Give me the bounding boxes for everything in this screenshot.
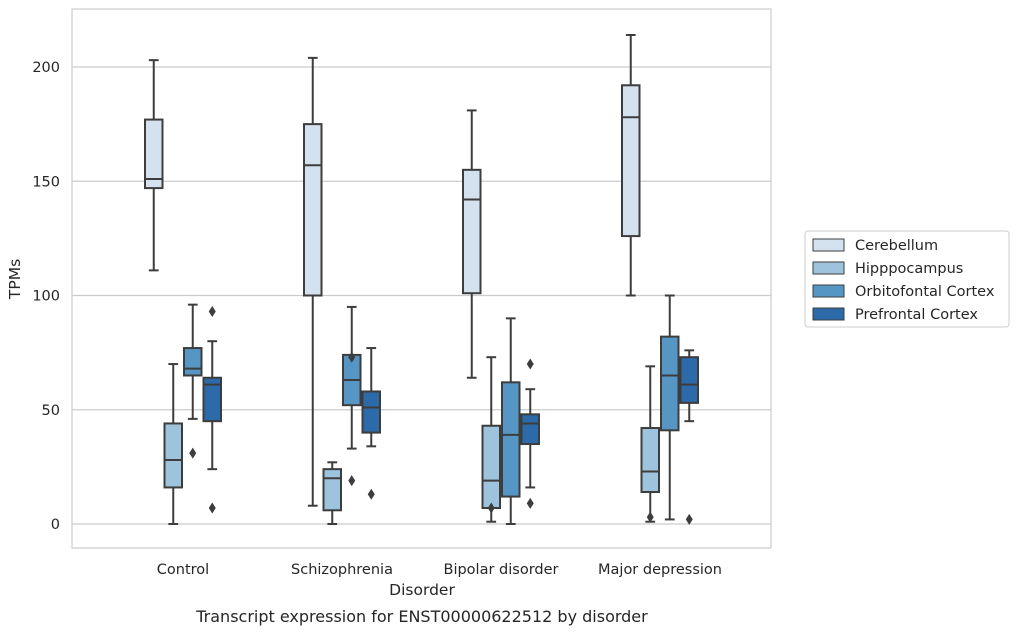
box-3-0 <box>202 305 222 514</box>
y-gridlines <box>72 66 771 525</box>
box-iqr <box>144 118 164 190</box>
legend-swatch <box>812 284 845 298</box>
y-tick-label: 200 <box>32 60 60 76</box>
y-tick-label: 150 <box>32 174 60 190</box>
y-axis-label: TPMs <box>6 259 24 300</box>
outlier-point <box>348 351 356 363</box>
outlier-point <box>189 447 197 459</box>
legend-entry-label: Prefrontal Cortex <box>855 307 978 323</box>
legend-swatch <box>812 238 845 252</box>
outlier-point <box>487 502 495 514</box>
box-2-0 <box>183 303 203 459</box>
box-iqr <box>163 422 183 489</box>
y-tick-label: 50 <box>42 403 60 419</box>
legend-entry-label: Cerebellum <box>855 238 938 254</box>
box-1-0 <box>163 363 183 525</box>
outlier-point <box>685 513 693 525</box>
x-tick-label: Major depression <box>598 562 722 578</box>
boxes <box>144 34 699 525</box>
box-iqr <box>361 390 381 434</box>
y-tick-label: 0 <box>51 517 60 533</box>
y-tick-label: 100 <box>32 289 60 305</box>
outlier-point <box>208 502 216 514</box>
x-tick-label: Bipolar disorder <box>444 562 559 578</box>
box-iqr <box>303 123 323 297</box>
box-1-1 <box>322 461 342 525</box>
outlier-point <box>526 358 534 370</box>
box-3-1 <box>361 347 381 500</box>
box-1-3 <box>640 365 660 523</box>
plot-frame <box>71 8 772 549</box>
box-iqr <box>640 427 660 494</box>
x-tick-label: Schizophrenia <box>291 562 393 578</box>
box-1-2 <box>481 356 501 523</box>
x-axis-label: Disorder <box>389 581 455 599</box>
box-iqr <box>660 335 680 432</box>
box-iqr <box>679 356 699 404</box>
legend-swatch <box>812 261 845 275</box>
box-iqr <box>621 84 641 238</box>
box-iqr <box>322 468 342 512</box>
outlier-point <box>646 511 654 523</box>
box-iqr <box>501 381 521 498</box>
box-iqr <box>481 424 501 510</box>
x-tick-label: Control <box>157 562 209 578</box>
box-3-3 <box>679 349 699 525</box>
box-2-3 <box>660 294 680 521</box>
legend-swatch <box>812 307 845 321</box>
legend-entry-label: Orbitofontal Cortex <box>855 284 995 300</box>
legend-frame <box>804 230 1010 328</box>
outlier-point <box>348 475 356 487</box>
box-0-2 <box>462 109 482 379</box>
box-0-1 <box>303 56 323 507</box>
tick-labels: 0 50 100 150 200 Control Schizophrenia Bipolar … <box>32 60 722 578</box>
box-iqr <box>202 376 222 423</box>
box-iqr <box>183 347 203 377</box>
outlier-point <box>367 488 375 500</box>
chart-caption: Transcript expression for ENST0000062251… <box>195 607 648 626</box>
box-2-1 <box>342 305 362 487</box>
box-0-0 <box>144 59 164 272</box>
box-iqr <box>520 413 540 446</box>
outlier-point <box>208 305 216 317</box>
box-iqr <box>462 168 482 295</box>
box-0-3 <box>621 34 641 297</box>
outlier-point <box>526 497 534 509</box>
box-3-2 <box>520 358 540 509</box>
legend: Cerebellum Hipppocampus Orbitofontal Corte… <box>804 230 1010 328</box>
box-2-2 <box>501 317 521 525</box>
legend-entry-label: Hipppocampus <box>855 261 963 277</box>
